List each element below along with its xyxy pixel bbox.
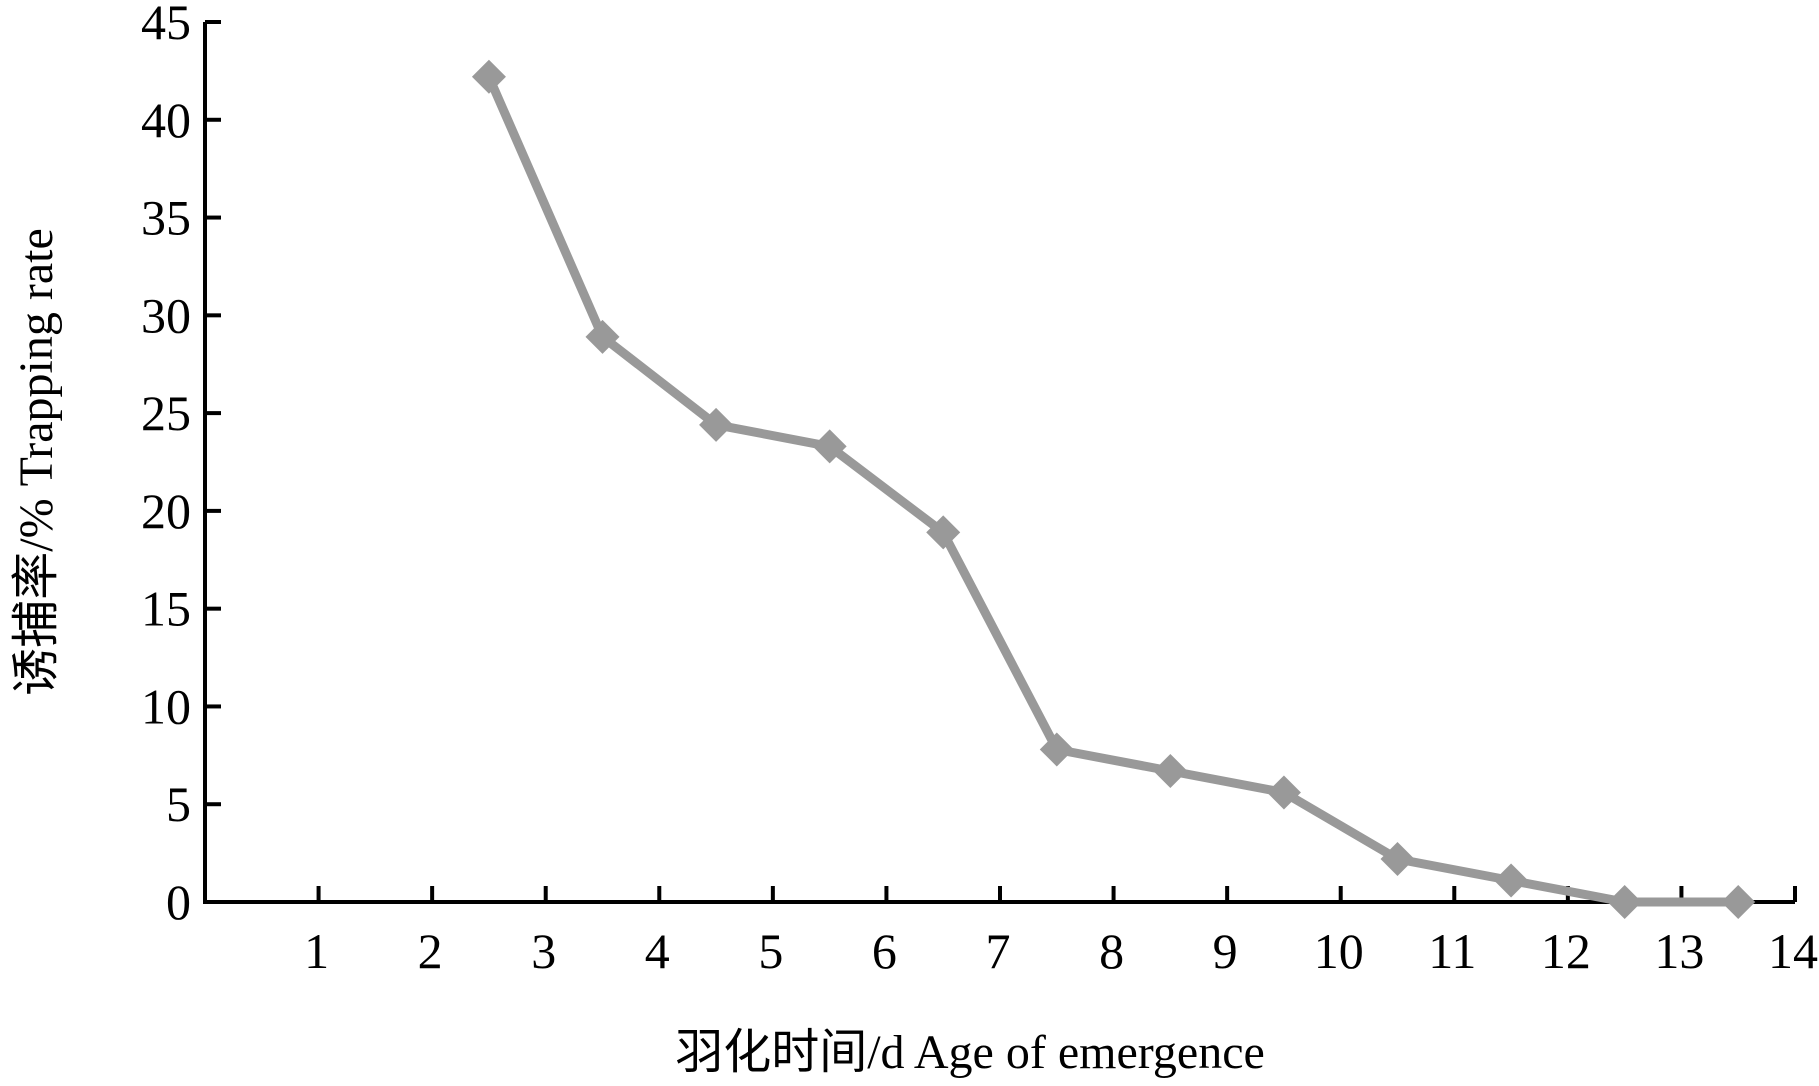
y-tick-label: 25: [141, 385, 191, 441]
data-point: [1494, 863, 1529, 898]
data-point: [1607, 885, 1642, 919]
y-tick-label: 0: [166, 874, 191, 930]
x-tick-label: 4: [645, 923, 670, 979]
x-tick-label: 7: [986, 923, 1011, 979]
axes: [203, 22, 1795, 904]
y-tick-label: 45: [141, 0, 191, 50]
data-point: [926, 515, 961, 550]
series-group: [471, 59, 1756, 919]
x-tick-label: 2: [418, 923, 443, 979]
x-tick-label: 9: [1213, 923, 1238, 979]
y-tick-label: 20: [141, 483, 191, 539]
x-tick-labels: 1 2 3 4 5 6 7 8 9 10 11 12 13 14: [304, 923, 1818, 979]
x-tick-label: 3: [531, 923, 556, 979]
y-axis-title: 诱捕率/% Trapping rate: [10, 228, 63, 696]
x-tick-label: 10: [1314, 923, 1364, 979]
data-point: [585, 319, 620, 354]
x-tick-label: 13: [1654, 923, 1704, 979]
x-tick-label: 5: [758, 923, 783, 979]
x-tick-label: 6: [872, 923, 897, 979]
data-point: [812, 429, 847, 464]
data-point: [1266, 775, 1301, 810]
x-tick-label: 8: [1099, 923, 1124, 979]
x-tick-label: 11: [1428, 923, 1476, 979]
data-point: [1721, 885, 1756, 919]
data-point: [471, 59, 506, 94]
data-point: [1039, 732, 1074, 767]
x-tick-label: 12: [1541, 923, 1591, 979]
y-tick-label: 15: [141, 581, 191, 637]
x-axis-title: 羽化时间/d Age of emergence: [675, 1026, 1265, 1079]
data-point: [699, 407, 734, 442]
y-tick-label: 30: [141, 287, 191, 343]
data-point: [1380, 841, 1415, 876]
y-tick-label: 5: [166, 776, 191, 832]
y-tick-labels: 0 5 10 15 20 25 30 35 40 45: [141, 0, 191, 930]
y-tick-label: 40: [141, 92, 191, 148]
y-tick-label: 35: [141, 190, 191, 246]
y-tick-label: 10: [141, 678, 191, 734]
x-tick-label: 1: [304, 923, 329, 979]
ticks: [205, 20, 1797, 904]
data-point: [1153, 753, 1188, 788]
series-line: [484, 74, 1739, 907]
x-tick-label: 14: [1768, 923, 1818, 979]
